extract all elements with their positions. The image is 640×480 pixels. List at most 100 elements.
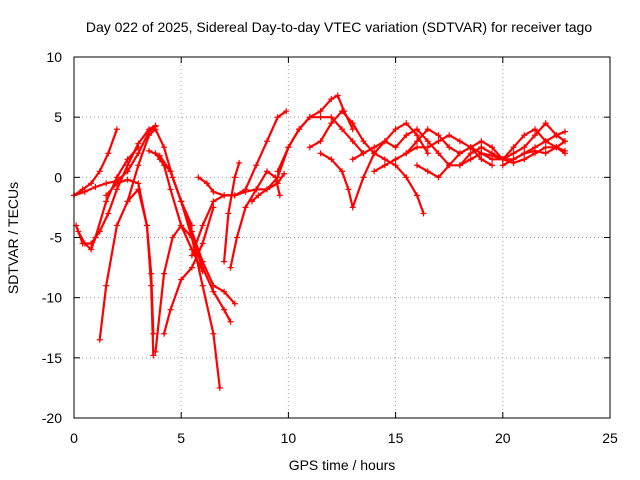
data-point [105, 150, 112, 157]
data-point [328, 114, 335, 121]
data-point [360, 138, 367, 145]
data-point [521, 156, 528, 163]
data-point [285, 144, 292, 151]
series-line [158, 158, 236, 305]
data-point [403, 150, 410, 157]
data-point [178, 222, 185, 229]
data-point [371, 150, 378, 157]
y-tick-label: 0 [54, 169, 62, 185]
data-point [124, 162, 131, 169]
data-point [221, 192, 228, 199]
series-t15 [221, 159, 243, 265]
data-point [478, 144, 485, 151]
data-point [521, 132, 528, 139]
data-point [424, 138, 431, 145]
y-tick-label: -5 [50, 230, 63, 246]
data-point [414, 162, 421, 169]
data-point [96, 336, 103, 343]
data-point [381, 162, 388, 169]
data-point [414, 144, 421, 151]
data-point [274, 174, 281, 181]
data-point [231, 174, 238, 181]
series-t8 [146, 147, 223, 391]
data-point [135, 150, 142, 157]
data-point [420, 210, 427, 217]
data-point [255, 192, 262, 199]
data-point [306, 114, 313, 121]
data-point [152, 348, 159, 355]
data-point [446, 132, 453, 139]
data-point [392, 144, 399, 151]
data-point [113, 126, 120, 133]
data-point [221, 258, 228, 265]
data-point [317, 114, 324, 121]
data-point [414, 132, 421, 139]
data-point [152, 150, 159, 157]
data-point [339, 126, 345, 133]
series-t25 [456, 120, 568, 169]
data-point [225, 210, 232, 217]
data-point [81, 240, 88, 247]
data-point [216, 384, 223, 391]
data-point [227, 318, 234, 325]
data-point [178, 198, 185, 205]
data-point [210, 330, 217, 337]
data-point [317, 150, 324, 157]
series-t16 [227, 168, 283, 271]
data-point [339, 168, 345, 175]
data-point [150, 352, 157, 359]
data-point [210, 288, 217, 295]
x-tick-label: 0 [70, 430, 78, 446]
x-tick-label: 15 [388, 430, 404, 446]
data-point [178, 276, 185, 283]
data-point [456, 138, 463, 145]
y-tick-label: -20 [42, 410, 62, 426]
data-point [113, 222, 120, 229]
data-point [253, 162, 260, 169]
data-point [542, 144, 549, 151]
data-point [152, 126, 159, 133]
data-point [167, 186, 174, 193]
axes: 0 5 10 15 20 25 -20 -15 -10 -5 0 5 10 [42, 49, 618, 446]
data-point [489, 162, 496, 169]
series-t17 [248, 92, 356, 205]
data-point [210, 188, 217, 195]
data-point [146, 132, 153, 139]
y-tick-label: 5 [54, 109, 62, 125]
series-line [250, 94, 354, 203]
data-point [306, 144, 313, 151]
data-point [248, 198, 255, 205]
data-point [236, 159, 243, 166]
series-t1 [71, 126, 120, 199]
data-point [561, 128, 568, 135]
data-point [113, 186, 120, 193]
data-point [188, 252, 195, 259]
data-point [188, 228, 195, 235]
data-point [296, 126, 303, 133]
series-line [77, 146, 140, 251]
series-t19 [306, 108, 427, 217]
data-point [542, 120, 549, 127]
data-point [195, 174, 202, 181]
data-point [113, 180, 120, 187]
data-point [467, 156, 474, 163]
series-line [373, 134, 494, 173]
data-point [188, 234, 195, 241]
series-t11 [152, 222, 234, 355]
data-point [143, 222, 150, 229]
data-point [542, 150, 549, 157]
data-point [233, 234, 240, 241]
data-point [81, 188, 88, 195]
data-point [424, 150, 431, 157]
data-point [345, 186, 352, 193]
data-point [105, 210, 112, 217]
series-line [72, 128, 119, 197]
data-point [531, 126, 538, 133]
x-tick-label: 25 [602, 430, 618, 446]
series-t10 [156, 156, 238, 307]
data-point [521, 144, 528, 151]
data-point [263, 186, 270, 193]
data-point [510, 156, 517, 163]
y-tick-label: -10 [42, 290, 62, 306]
data-point [542, 138, 549, 145]
